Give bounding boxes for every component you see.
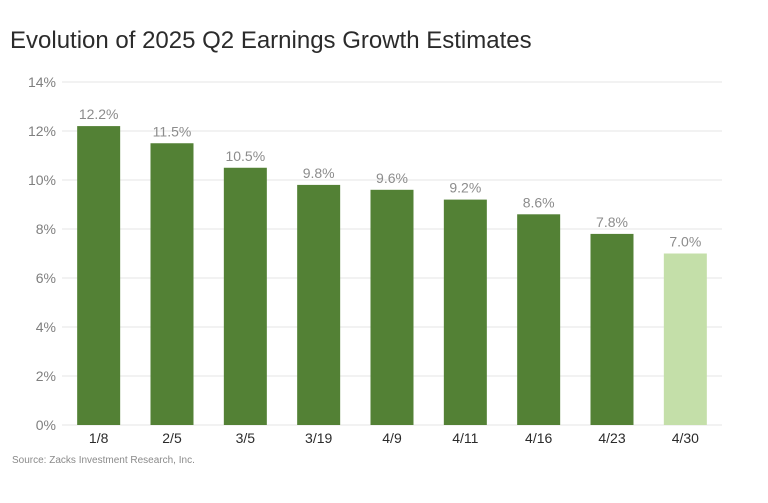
bar xyxy=(663,253,707,425)
x-tick-label: 3/5 xyxy=(236,430,256,446)
data-label: 9.2% xyxy=(449,180,481,196)
bar xyxy=(590,233,634,425)
x-tick-label: 4/23 xyxy=(598,430,625,446)
data-label: 9.6% xyxy=(376,170,408,186)
bar xyxy=(150,143,194,425)
chart-source: Source: Zacks Investment Research, Inc. xyxy=(12,455,195,466)
y-tick-label: 12% xyxy=(28,123,56,139)
data-label: 8.6% xyxy=(523,194,555,210)
bar xyxy=(443,199,487,425)
y-tick-label: 4% xyxy=(36,319,56,335)
x-tick-label: 3/19 xyxy=(305,430,332,446)
bar xyxy=(77,126,121,425)
data-label: 7.0% xyxy=(669,234,701,250)
x-tick-label: 4/11 xyxy=(452,430,478,446)
y-tick-label: 6% xyxy=(36,270,56,286)
y-tick-label: 8% xyxy=(36,221,56,237)
x-tick-label: 4/16 xyxy=(525,430,552,446)
x-tick-label: 1/8 xyxy=(89,430,109,446)
bars xyxy=(77,126,707,425)
bar xyxy=(370,189,414,425)
y-tick-label: 10% xyxy=(28,172,56,188)
data-label: 7.8% xyxy=(596,214,628,230)
data-label: 10.5% xyxy=(225,148,265,164)
y-tick-label: 2% xyxy=(36,368,56,384)
data-label: 11.5% xyxy=(153,123,192,139)
data-label: 12.2% xyxy=(79,106,119,122)
bar xyxy=(223,167,267,425)
y-tick-label: 0% xyxy=(36,417,56,433)
x-tick-label: 2/5 xyxy=(162,430,182,446)
bar xyxy=(297,184,341,425)
chart-title: Evolution of 2025 Q2 Earnings Growth Est… xyxy=(10,27,532,54)
y-axis-tick-labels: 0% 2% 4% 6% 8% 10% 12% 14% xyxy=(28,74,56,433)
data-label: 9.8% xyxy=(303,165,335,181)
x-tick-label: 4/30 xyxy=(672,430,699,446)
x-tick-label: 4/9 xyxy=(382,430,402,446)
y-tick-label: 14% xyxy=(28,74,56,90)
x-axis-tick-labels: 1/8 2/5 3/5 3/19 4/9 4/11 4/16 4/23 4/30 xyxy=(89,430,699,446)
bar xyxy=(517,214,561,425)
data-labels: 12.2% 11.5% 10.5% 9.8% 9.6% 9.2% 8.6% 7.8% 7.0% xyxy=(79,106,701,249)
